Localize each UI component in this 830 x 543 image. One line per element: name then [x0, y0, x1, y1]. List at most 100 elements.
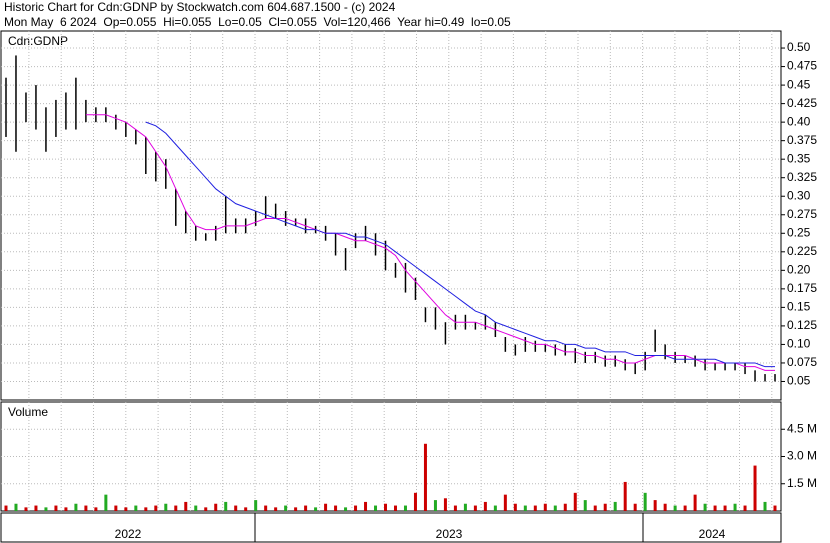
volume-bar: [673, 505, 677, 511]
volume-bar: [14, 503, 18, 511]
volume-bar: [64, 507, 68, 511]
symbol-label: Cdn:GDNP: [8, 34, 68, 48]
volume-bar: [513, 503, 517, 511]
volume-bar: [364, 501, 368, 511]
x-tick-label: 2023: [436, 527, 463, 541]
volume-bar: [413, 492, 417, 511]
volume-bar: [274, 507, 278, 511]
volume-bar: [294, 507, 298, 511]
volume-bar: [84, 505, 88, 511]
volume-bar: [573, 492, 577, 511]
volume-bar: [603, 503, 607, 511]
volume-bar: [663, 503, 667, 511]
y-tick-label: 4.5 M: [787, 421, 817, 435]
moving-average: [145, 121, 776, 368]
volume-bar: [224, 501, 228, 511]
date-axis: [0, 512, 782, 543]
volume-bar: [473, 505, 477, 511]
volume-bar: [174, 505, 178, 511]
y-tick-label: 0.45: [787, 77, 811, 91]
y-tick-label: 0.125: [787, 318, 817, 332]
y-tick-label: 0.50: [787, 40, 811, 54]
volume-bar: [403, 505, 407, 511]
y-tick-label: 0.275: [787, 207, 817, 221]
volume-bar: [613, 501, 617, 511]
volume-label: Volume: [8, 405, 48, 419]
y-tick-label: 3.0 M: [787, 449, 817, 463]
volume-bar: [733, 503, 737, 511]
volume-bar: [44, 507, 48, 511]
volume-bar: [703, 503, 707, 511]
y-tick-label: 0.25: [787, 225, 811, 239]
y-tick-label: 0.475: [787, 59, 817, 73]
volume-bar: [633, 503, 637, 511]
volume-bar: [773, 505, 777, 511]
volume-bar: [533, 505, 537, 511]
volume-bar: [623, 481, 627, 511]
price-panel: [0, 30, 782, 401]
volume-bar: [314, 507, 318, 511]
volume-bar: [503, 494, 507, 511]
y-tick-label: 0.225: [787, 244, 817, 258]
volume-bar: [713, 505, 717, 511]
volume-bar: [763, 501, 767, 511]
volume-bar: [184, 501, 188, 511]
volume-bar: [34, 505, 38, 511]
volume-bar: [374, 505, 378, 511]
volume-bar: [94, 507, 98, 511]
volume-bar: [453, 505, 457, 511]
volume-bar: [304, 505, 308, 511]
volume-bar: [284, 505, 288, 511]
volume-bar: [643, 492, 647, 511]
x-tick-label: 2024: [699, 527, 726, 541]
y-tick-label: 0.40: [787, 114, 811, 128]
volume-bar: [693, 494, 697, 511]
chart-subtitle: Mon May 6 2024 Op=0.055 Hi=0.055 Lo=0.05…: [4, 15, 511, 29]
y-tick-label: 0.10: [787, 337, 811, 351]
volume-bar: [24, 507, 28, 511]
volume-bar: [194, 505, 198, 511]
volume-bar: [393, 505, 397, 511]
x-tick-label: 2022: [115, 527, 142, 541]
y-tick-label: 0.375: [787, 133, 817, 147]
chart-title: Historic Chart for Cdn:GDNP by Stockwatc…: [4, 0, 396, 14]
volume-bar: [753, 465, 757, 511]
volume-bar: [483, 501, 487, 511]
volume-bar: [443, 498, 447, 511]
volume-bar: [144, 507, 148, 511]
y-tick-label: 0.05: [787, 374, 811, 388]
volume-bar: [683, 505, 687, 511]
y-tick-label: 1.5 M: [787, 476, 817, 490]
volume-bar: [4, 505, 8, 511]
y-tick-label: 0.075: [787, 355, 817, 369]
volume-bar: [463, 503, 467, 511]
volume-bar: [324, 503, 328, 511]
volume-bar: [244, 507, 248, 511]
volume-bar: [254, 500, 258, 511]
volume-bar: [653, 500, 657, 511]
volume-bar: [54, 505, 58, 511]
y-tick-label: 0.20: [787, 263, 811, 277]
y-tick-label: 0.325: [787, 170, 817, 184]
volume-bar: [553, 505, 557, 511]
y-tick-label: 0.425: [787, 96, 817, 110]
volume-bar: [433, 500, 437, 511]
y-tick-label: 0.15: [787, 300, 811, 314]
volume-bar: [563, 503, 567, 511]
volume-bar: [384, 503, 388, 511]
volume-bar: [593, 505, 597, 511]
volume-bar: [164, 503, 168, 511]
volume-bar: [334, 505, 338, 511]
volume-bar: [104, 494, 108, 511]
y-tick-label: 0.175: [787, 281, 817, 295]
volume-bar: [743, 505, 747, 511]
volume-bar: [423, 443, 427, 511]
volume-bar: [204, 507, 208, 511]
volume-bar: [264, 505, 268, 511]
volume-bar: [74, 503, 78, 511]
y-tick-label: 0.30: [787, 188, 811, 202]
volume-bar: [234, 505, 238, 511]
